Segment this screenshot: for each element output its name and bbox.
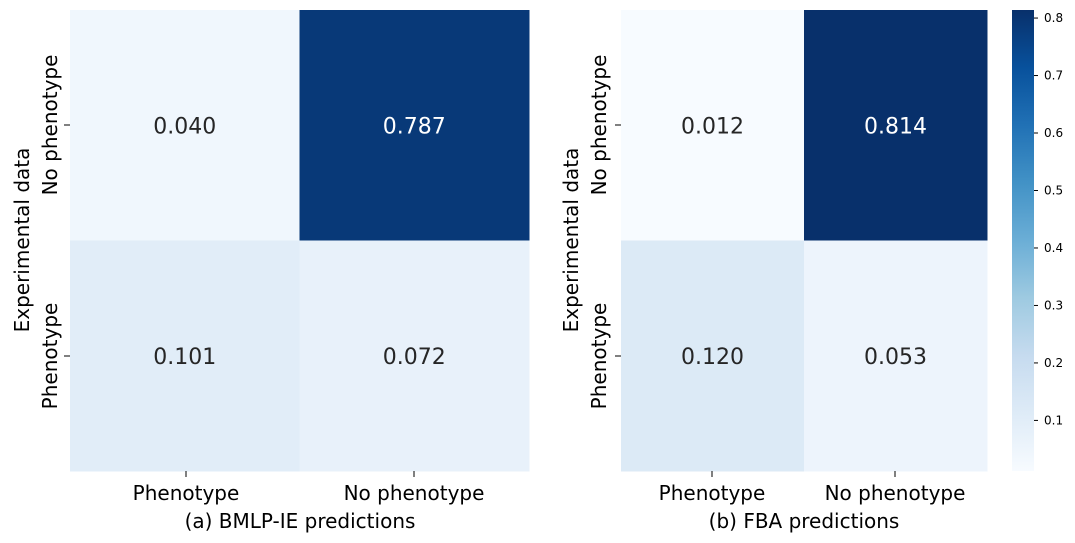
x-tick-label: No phenotype <box>344 481 485 505</box>
cell-value-label: 0.072 <box>383 345 446 370</box>
colorbar-tick-label: 0.1 <box>1044 413 1063 427</box>
heatmap-cell <box>621 240 805 472</box>
heatmap-cell <box>804 10 988 241</box>
y-axis-label: Experimental data <box>559 148 583 333</box>
heatmap-cells-b <box>621 10 988 472</box>
cell-value-label: 0.814 <box>864 114 927 139</box>
heatmap-panel-a: 0.040 0.787 0.101 0.072 Phenotype No phenot… <box>10 10 530 533</box>
cell-value-label: 0.040 <box>153 114 216 139</box>
cell-value-label: 0.120 <box>681 345 744 370</box>
heatmap-cell-labels-a: 0.040 0.787 0.101 0.072 <box>153 114 445 370</box>
heatmap-cell <box>621 10 805 241</box>
colorbar-tick-label: 0.7 <box>1044 69 1063 83</box>
heatmap-cell-labels-b: 0.012 0.814 0.120 0.053 <box>681 114 927 370</box>
panel-title: (a) BMLP-IE predictions <box>185 509 416 533</box>
colorbar-ticks: 0.1 0.2 0.3 0.4 0.5 0.6 0.7 0.8 <box>1034 11 1063 427</box>
colorbar-tick-label: 0.8 <box>1044 11 1063 25</box>
x-tick-label: Phenotype <box>133 481 240 505</box>
heatmap-cell <box>299 240 530 472</box>
colorbar-tick-label: 0.6 <box>1044 126 1063 140</box>
heatmap-cells-a <box>70 10 530 472</box>
y-tick-label: No phenotype <box>38 55 62 196</box>
heatmap-panel-b: 0.012 0.814 0.120 0.053 Phenotype No phenot… <box>559 10 988 533</box>
colorbar-tick-label: 0.2 <box>1044 356 1063 370</box>
y-tick-label: Phenotype <box>587 303 611 410</box>
panel-title: (b) FBA predictions <box>709 509 900 533</box>
x-tick-label: Phenotype <box>659 481 766 505</box>
colorbar-gradient <box>1012 10 1034 471</box>
y-tick-label: No phenotype <box>587 55 611 196</box>
cell-value-label: 0.787 <box>383 114 446 139</box>
colorbar-tick-label: 0.5 <box>1044 183 1063 197</box>
cell-value-label: 0.012 <box>681 114 744 139</box>
cell-value-label: 0.053 <box>864 345 927 370</box>
y-axis-label: Experimental data <box>10 148 34 333</box>
heatmap-cell <box>70 240 300 472</box>
heatmap-cell <box>70 10 300 241</box>
x-tick-label: No phenotype <box>825 481 966 505</box>
heatmap-cell <box>299 10 530 241</box>
heatmap-cell <box>804 240 988 472</box>
colorbar-tick-label: 0.3 <box>1044 298 1063 312</box>
colorbar: 0.1 0.2 0.3 0.4 0.5 0.6 0.7 0.8 <box>1012 10 1063 471</box>
cell-value-label: 0.101 <box>153 345 216 370</box>
colorbar-tick-label: 0.4 <box>1044 241 1063 255</box>
y-tick-label: Phenotype <box>38 303 62 410</box>
